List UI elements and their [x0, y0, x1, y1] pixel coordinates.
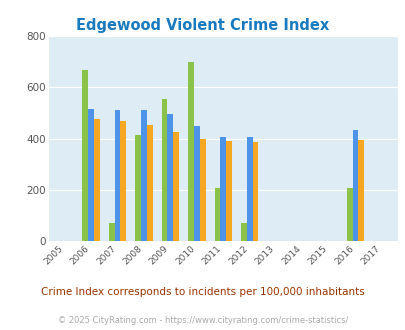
- Bar: [220, 137, 226, 241]
- Bar: [346, 188, 352, 241]
- Bar: [214, 188, 220, 241]
- Bar: [188, 62, 194, 241]
- Bar: [109, 223, 114, 241]
- Bar: [167, 114, 173, 241]
- Bar: [141, 111, 147, 241]
- Bar: [161, 99, 167, 241]
- Bar: [135, 135, 141, 241]
- Bar: [114, 111, 120, 241]
- Text: Crime Index corresponds to incidents per 100,000 inhabitants: Crime Index corresponds to incidents per…: [41, 287, 364, 297]
- Bar: [94, 119, 100, 241]
- Bar: [241, 223, 246, 241]
- Bar: [194, 126, 199, 241]
- Bar: [147, 124, 152, 241]
- Bar: [358, 140, 363, 241]
- Bar: [173, 132, 179, 241]
- Bar: [120, 121, 126, 241]
- Bar: [246, 137, 252, 241]
- Text: Edgewood Violent Crime Index: Edgewood Violent Crime Index: [76, 18, 329, 33]
- Bar: [82, 70, 88, 241]
- Bar: [352, 130, 358, 241]
- Bar: [252, 143, 258, 241]
- Bar: [88, 109, 94, 241]
- Bar: [199, 139, 205, 241]
- Text: © 2025 CityRating.com - https://www.cityrating.com/crime-statistics/: © 2025 CityRating.com - https://www.city…: [58, 315, 347, 325]
- Bar: [226, 141, 232, 241]
